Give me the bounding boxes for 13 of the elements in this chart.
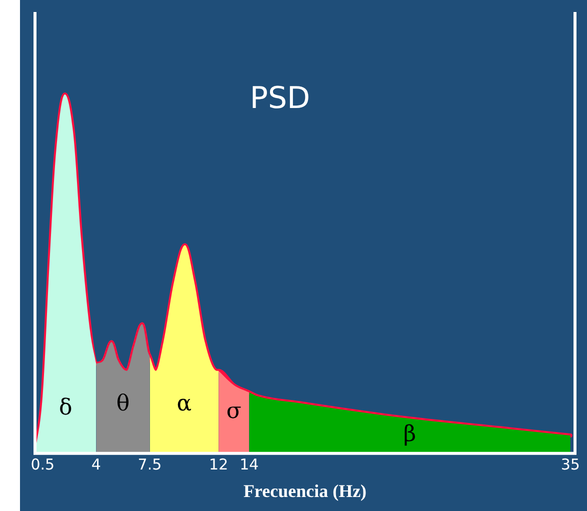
series-label: α: [176, 392, 192, 417]
x-axis-title: Frecuencia (Hz): [243, 480, 367, 501]
x-tick-label: 0.5: [30, 455, 55, 474]
series-label: θ: [116, 392, 130, 417]
chart-title: PSD: [250, 80, 310, 116]
x-tick-label: 7.5: [138, 455, 162, 474]
series-label: δ: [58, 395, 72, 420]
x-tick-label: 14: [240, 455, 259, 474]
x-tick-label: 35: [560, 455, 580, 474]
x-tick-label: 12: [209, 455, 228, 474]
x-tick-label: 4: [91, 455, 101, 474]
series-label: σ: [226, 398, 242, 424]
series-label: β: [403, 422, 416, 448]
